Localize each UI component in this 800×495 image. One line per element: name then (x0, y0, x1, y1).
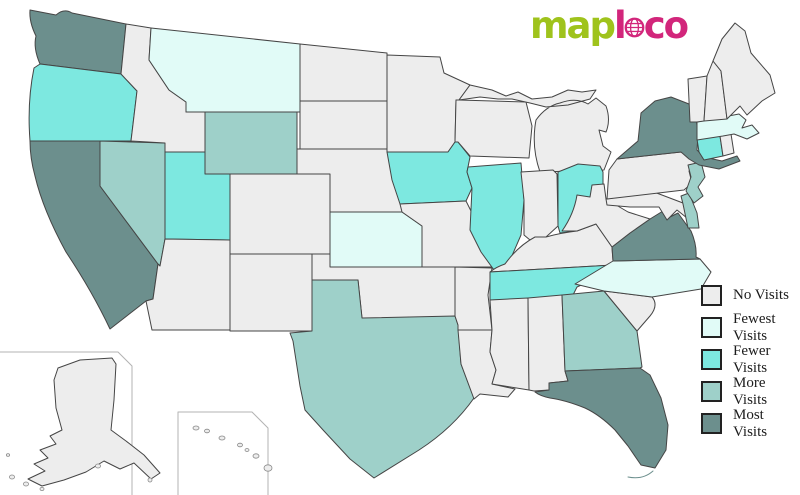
state-hawaii (263, 464, 273, 472)
hawaii-island (252, 453, 260, 459)
state-new-mexico (229, 253, 313, 332)
state-alabama (527, 294, 569, 392)
hawaii-island (237, 442, 243, 448)
southeast-alaska-island (147, 477, 153, 483)
globe-o-icon (624, 17, 645, 38)
legend-label: No Visits (733, 287, 789, 303)
legend-label: Most Visits (733, 406, 768, 440)
state-alaska (27, 357, 161, 487)
legend-label: Fewer Visits (733, 342, 771, 376)
kodiak-island (95, 463, 101, 469)
state-south-dakota (299, 100, 388, 150)
hawaii-island (244, 448, 250, 452)
florida-keys (627, 470, 654, 479)
legend-item-fewest-visits: Fewest Visits (701, 311, 800, 344)
state-oregon (28, 63, 138, 142)
state-kentucky (489, 223, 614, 273)
state-wisconsin (454, 99, 533, 159)
state-maine (712, 22, 776, 120)
state-new-jersey (685, 161, 706, 204)
aleutian-island (23, 481, 29, 487)
aleutian-island (39, 486, 45, 491)
legend-item-fewer-visits: Fewer Visits (701, 343, 800, 376)
logo-text-co: co (643, 4, 689, 47)
state-rhode-island (719, 133, 735, 157)
state-california (29, 140, 159, 330)
legend-swatch-more-visits (701, 381, 722, 402)
state-indiana (520, 169, 559, 241)
logo-text-map: map (530, 4, 616, 47)
maploco-logo: mapl co (530, 4, 689, 48)
aleutian-island (6, 453, 11, 457)
legend-label: Fewest Visits (733, 310, 776, 344)
state-mississippi (489, 297, 530, 391)
hawaii-inset (177, 411, 273, 495)
visits-legend: No Visits Fewest Visits Fewer Visits Mor… (701, 285, 800, 445)
hawaii-island (192, 425, 200, 431)
legend-swatch-most-visits (701, 413, 722, 434)
hawaii-island (218, 435, 226, 441)
legend-label: More Visits (733, 374, 768, 408)
state-virginia (611, 210, 701, 262)
lower-48-states (28, 9, 776, 479)
alaska-inset-box (0, 351, 133, 495)
legend-swatch-fewest-visits (701, 317, 722, 338)
state-arkansas (454, 266, 493, 331)
hawaii-island (204, 428, 210, 434)
state-florida (534, 367, 669, 469)
alaska-inset (0, 351, 161, 495)
state-washington (29, 9, 127, 75)
hawaii-inset-box (177, 411, 269, 495)
legend-swatch-no-visits (701, 285, 722, 306)
legend-swatch-fewer-visits (701, 349, 722, 370)
aleutian-island (9, 474, 15, 480)
legend-item-most-visits: Most Visits (701, 407, 800, 440)
state-north-dakota (299, 43, 388, 102)
state-michigan (458, 84, 612, 173)
legend-item-no-visits: No Visits (701, 285, 800, 306)
state-west-virginia (561, 183, 651, 248)
state-wyoming (204, 111, 298, 175)
state-colorado (229, 173, 331, 255)
state-kansas (329, 211, 423, 268)
logo-text-l: l (614, 4, 627, 47)
state-vermont (687, 75, 708, 123)
legend-item-more-visits: More Visits (701, 375, 800, 408)
